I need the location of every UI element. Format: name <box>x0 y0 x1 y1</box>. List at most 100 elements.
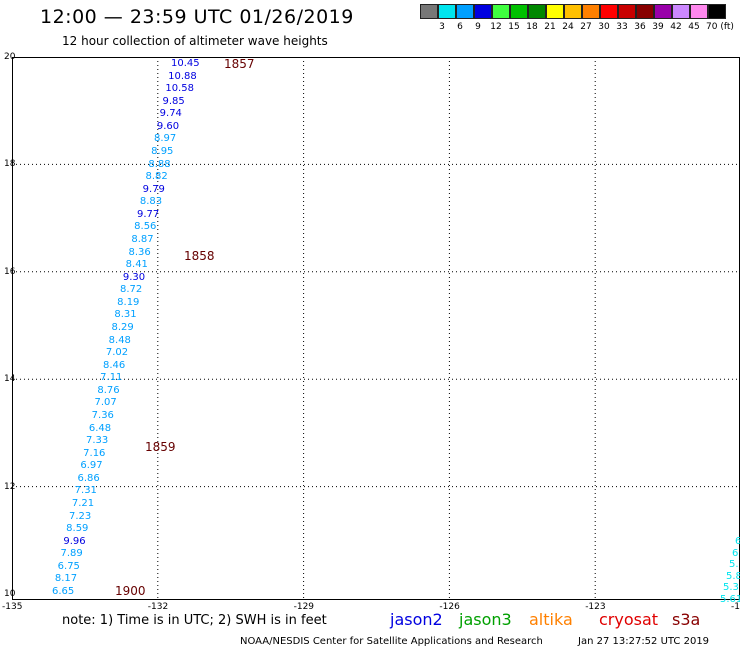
wave-height-value: 10.58 <box>165 83 194 95</box>
satellite-label: jason3 <box>459 610 512 629</box>
wave-height-value: 8.76 <box>97 384 120 396</box>
latitude-label: 18 <box>4 159 16 170</box>
longitude-label: -120 <box>731 602 740 612</box>
legend-swatch <box>510 4 528 19</box>
time-label: 1900 <box>115 584 146 598</box>
legend-swatch <box>456 4 474 19</box>
footer-credit: NOAA/NESDIS Center for Satellite Applica… <box>240 636 543 647</box>
wave-height-value: 7.07 <box>94 397 117 409</box>
footer-timestamp: Jan 27 13:27:52 UTC 2019 <box>578 636 710 647</box>
legend-label: 24 <box>562 22 574 32</box>
wave-height-value: 8.88 <box>148 158 171 170</box>
wave-height-value: 8.46 <box>103 359 126 371</box>
wave-height-value: 7.33 <box>86 435 109 447</box>
legend-swatch <box>582 4 600 19</box>
longitude-label: -135 <box>2 602 23 612</box>
wave-height-value: 8.83 <box>139 196 163 208</box>
longitude-label: -132 <box>147 602 169 612</box>
wave-height-value: 7.89 <box>60 548 83 560</box>
legend-label: 9 <box>475 22 481 32</box>
legend-swatch <box>492 4 510 19</box>
legend-label: 18 <box>526 22 538 32</box>
legend-label: 36 <box>634 22 646 32</box>
latitude-label: 12 <box>4 481 16 492</box>
color-legend <box>420 4 726 19</box>
wave-height-value: 8.17 <box>54 573 78 585</box>
wave-height-value: 8.97 <box>154 133 177 145</box>
wave-height-value: 6 <box>732 547 739 559</box>
wave-height-value: 8.82 <box>145 171 168 183</box>
wave-height-value: 8.31 <box>114 309 137 321</box>
legend-label: 3 <box>439 22 445 32</box>
wave-height-value: 9.60 <box>156 120 180 132</box>
wave-height-value: 5.8 <box>726 570 740 582</box>
legend-label: 33 <box>616 22 628 32</box>
legend-swatch <box>672 4 690 19</box>
wave-height-value: 9.96 <box>63 535 86 547</box>
page-title: 12:00 — 23:59 UTC 01/26/2019 <box>40 6 354 28</box>
wave-height-value: 5.3 <box>723 582 739 593</box>
longitude-label: -129 <box>293 602 315 612</box>
color-legend-labels: 3 6 9 12 15 18 21 24 27 30 33 36 39 42 45 70 (ft) <box>426 22 740 36</box>
wave-height-value: 7.31 <box>74 485 97 497</box>
wave-height-value: 8.87 <box>131 234 154 245</box>
wave-height-value: 8.59 <box>66 523 89 535</box>
wave-height-value: 7.23 <box>69 510 92 522</box>
wave-height-map: 10.45 10.88 10.58 9.85 9.74 9.60 8.97 8.95 8.88 8… <box>12 57 740 604</box>
wave-height-value: 7.11 <box>100 372 123 384</box>
legend-label: 39 <box>652 22 664 32</box>
wave-height-value: 9.79 <box>142 183 165 195</box>
wave-height-value: 6.65 <box>52 586 75 597</box>
wave-height-value: 8.29 <box>111 322 134 333</box>
wave-height-value: 8.19 <box>117 296 140 308</box>
legend-label: 42 <box>670 22 682 32</box>
wave-height-value: 6.75 <box>57 560 80 572</box>
wave-height-value: 6.97 <box>80 460 103 472</box>
wave-height-value: 7.21 <box>71 498 95 509</box>
wave-height-value: 10.88 <box>168 70 197 82</box>
satellite-label: altika <box>529 610 573 629</box>
wave-height-value: 9.85 <box>162 95 185 107</box>
wave-height-value: 6.86 <box>77 472 100 484</box>
latitude-label: 20 <box>4 52 16 62</box>
legend-swatch <box>528 4 546 19</box>
longitude-label: -126 <box>439 602 460 612</box>
time-label: 1858 <box>184 249 215 263</box>
wave-height-value: 8.95 <box>151 146 174 157</box>
longitude-label: -123 <box>585 602 606 612</box>
page-subtitle: 12 hour collection of altimeter wave hei… <box>62 34 328 48</box>
wave-height-value: 6.48 <box>88 422 112 434</box>
legend-swatch <box>708 4 726 19</box>
wave-height-value: 7.36 <box>91 410 114 421</box>
wave-height-value: 5. <box>729 559 739 570</box>
wave-height-value: 9.77 <box>137 208 160 220</box>
wave-height-value: 7.02 <box>105 347 129 359</box>
legend-label: 27 <box>580 22 592 32</box>
legend-swatch <box>474 4 492 19</box>
wave-height-value: 8.36 <box>128 246 151 258</box>
legend-label: 12 <box>490 22 502 32</box>
legend-label: 30 <box>598 22 610 32</box>
legend-swatch <box>420 4 438 19</box>
satellite-label: s3a <box>672 610 701 629</box>
latitude-label: 16 <box>4 266 16 277</box>
time-label: 1857 <box>224 57 255 71</box>
wave-height-value: 6 <box>735 536 740 547</box>
legend-label: 6 <box>457 22 463 32</box>
legend-label: 15 <box>508 22 520 32</box>
legend-swatch <box>564 4 582 19</box>
legend-swatch <box>690 4 708 19</box>
satellite-label: jason2 <box>390 610 443 629</box>
legend-swatch <box>438 4 456 19</box>
legend-label: 70 (ft) <box>706 22 734 32</box>
satellite-label: cryosat <box>599 610 659 629</box>
legend-label: 45 <box>688 22 700 32</box>
wave-height-value: 8.56 <box>134 221 157 233</box>
legend-swatch <box>618 4 636 19</box>
time-label: 1859 <box>145 440 176 454</box>
wave-height-value: 9.74 <box>159 108 182 120</box>
wave-height-value: 9.30 <box>122 271 146 283</box>
wave-height-value: 10.45 <box>171 58 200 69</box>
footnote: note: 1) Time is in UTC; 2) SWH is in fe… <box>62 613 327 628</box>
legend-label: 21 <box>544 22 556 32</box>
